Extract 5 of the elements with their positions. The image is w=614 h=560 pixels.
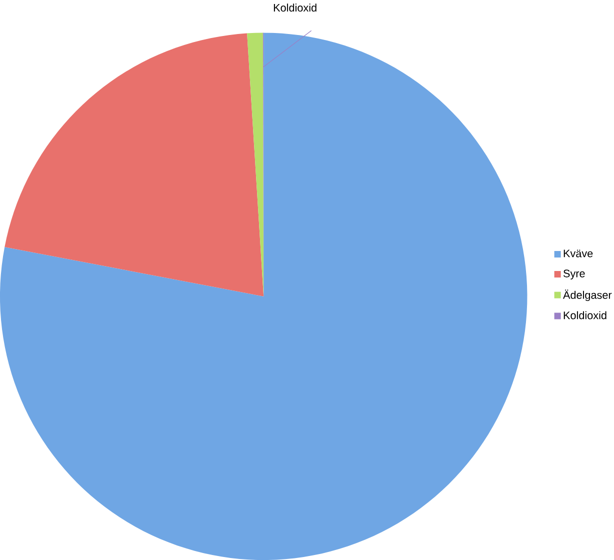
legend-label: Syre	[563, 270, 585, 280]
legend-label: Koldioxid	[564, 311, 606, 320]
legend-label: Kväve	[564, 250, 593, 258]
text: Koldioxid	[274, 4, 316, 12]
legend-label: Ädelgaser	[563, 290, 612, 302]
